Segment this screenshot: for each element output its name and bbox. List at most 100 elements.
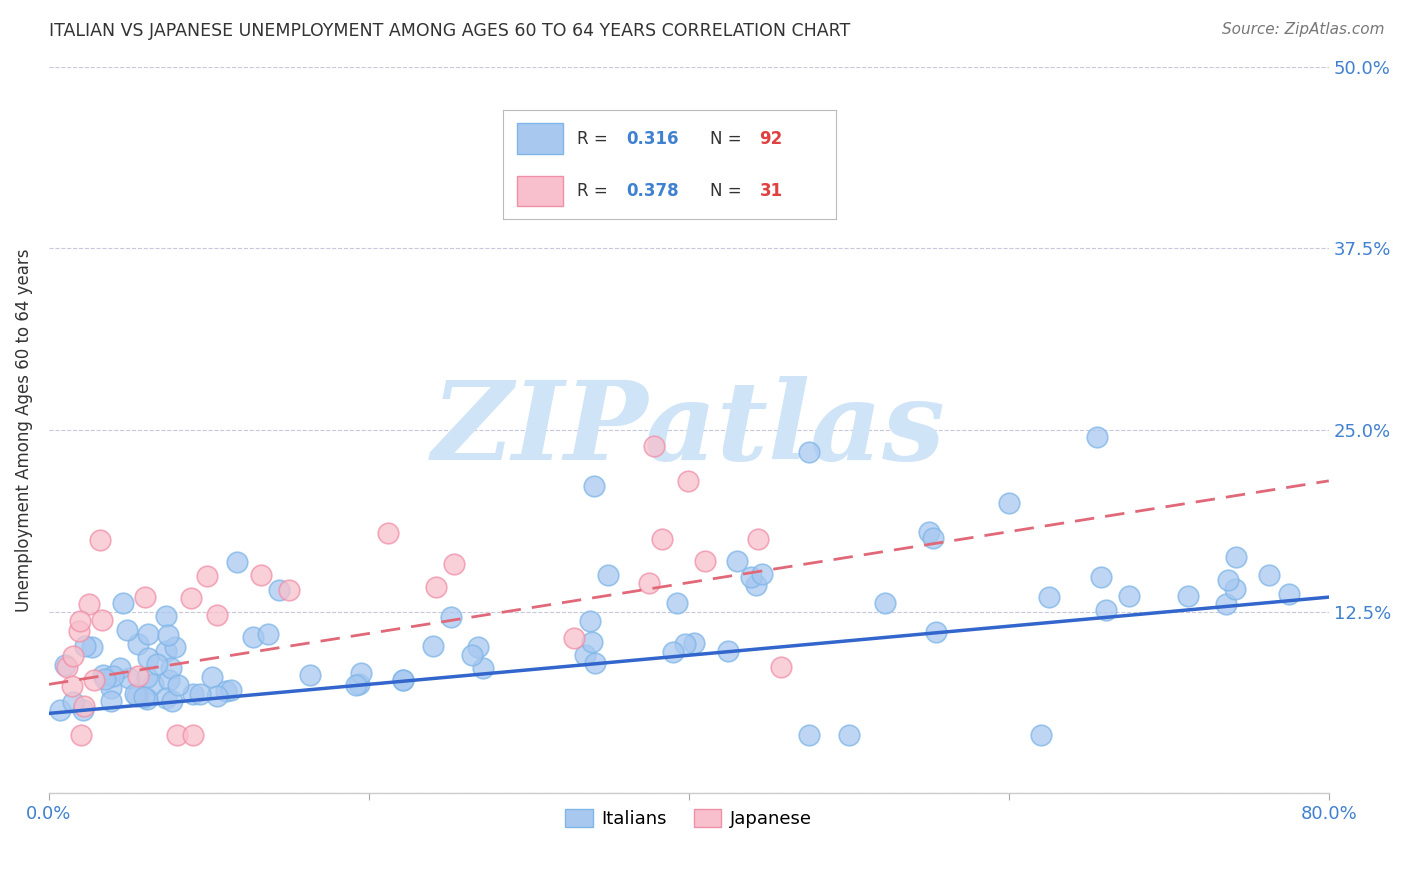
- Point: [770, 660, 793, 674]
- Y-axis label: Unemployment Among Ages 60 to 64 years: Unemployment Among Ages 60 to 64 years: [15, 248, 32, 612]
- Point: [80, 640, 103, 654]
- Point: [156, 628, 179, 642]
- Point: [578, 614, 600, 628]
- Point: [673, 637, 696, 651]
- Point: [101, 669, 124, 683]
- Point: [1177, 589, 1199, 603]
- Point: [740, 569, 762, 583]
- Point: [391, 673, 413, 687]
- Point: [873, 596, 896, 610]
- Point: [163, 640, 186, 654]
- Point: [998, 496, 1021, 510]
- Point: [111, 596, 134, 610]
- Point: [219, 683, 242, 698]
- Point: [392, 673, 415, 688]
- Point: [69, 614, 91, 628]
- Point: [132, 690, 155, 704]
- Point: [918, 524, 941, 539]
- Point: [1085, 430, 1108, 444]
- Point: [278, 582, 301, 597]
- Point: [89, 533, 111, 547]
- Point: [299, 668, 322, 682]
- Point: [377, 526, 399, 541]
- Point: [142, 676, 165, 690]
- Point: [583, 656, 606, 670]
- Point: [1225, 549, 1247, 564]
- Point: [682, 636, 704, 650]
- Point: [135, 670, 157, 684]
- Point: [744, 577, 766, 591]
- Point: [747, 532, 769, 546]
- Point: [127, 689, 149, 703]
- Point: [1215, 597, 1237, 611]
- Point: [207, 607, 229, 622]
- Point: [725, 554, 748, 568]
- Point: [1090, 570, 1112, 584]
- Point: [676, 474, 699, 488]
- Point: [598, 567, 620, 582]
- Point: [166, 728, 188, 742]
- Point: [73, 698, 96, 713]
- Point: [201, 670, 224, 684]
- Point: [73, 639, 96, 653]
- Point: [1223, 582, 1246, 597]
- Point: [188, 688, 211, 702]
- Legend: Italians, Japanese: Italians, Japanese: [558, 801, 820, 835]
- Point: [205, 689, 228, 703]
- Point: [160, 694, 183, 708]
- Point: [195, 568, 218, 582]
- Point: [108, 661, 131, 675]
- Point: [62, 649, 84, 664]
- Point: [751, 566, 773, 581]
- Point: [83, 673, 105, 687]
- Point: [925, 625, 948, 640]
- Point: [1278, 587, 1301, 601]
- Point: [136, 692, 159, 706]
- Point: [115, 624, 138, 638]
- Point: [127, 637, 149, 651]
- Point: [53, 657, 76, 672]
- Text: ITALIAN VS JAPANESE UNEMPLOYMENT AMONG AGES 60 TO 64 YEARS CORRELATION CHART: ITALIAN VS JAPANESE UNEMPLOYMENT AMONG A…: [49, 22, 851, 40]
- Point: [155, 608, 177, 623]
- Point: [1258, 567, 1281, 582]
- Point: [1094, 603, 1116, 617]
- Point: [60, 679, 83, 693]
- Point: [638, 575, 661, 590]
- Point: [226, 555, 249, 569]
- Point: [1216, 573, 1239, 587]
- Point: [157, 673, 180, 687]
- Point: [77, 598, 100, 612]
- Point: [215, 683, 238, 698]
- Point: [100, 694, 122, 708]
- Point: [138, 626, 160, 640]
- Point: [155, 644, 177, 658]
- Point: [62, 695, 84, 709]
- Point: [1118, 589, 1140, 603]
- Point: [467, 640, 489, 655]
- Point: [581, 634, 603, 648]
- Text: Source: ZipAtlas.com: Source: ZipAtlas.com: [1222, 22, 1385, 37]
- Point: [350, 666, 373, 681]
- Point: [461, 648, 484, 662]
- Point: [155, 690, 177, 705]
- Point: [662, 645, 685, 659]
- Point: [134, 590, 156, 604]
- Point: [686, 154, 709, 169]
- Point: [643, 439, 665, 453]
- Point: [70, 728, 93, 742]
- Point: [136, 651, 159, 665]
- Point: [1038, 590, 1060, 604]
- Point: [440, 610, 463, 624]
- Point: [49, 703, 72, 717]
- Point: [717, 643, 740, 657]
- Point: [166, 678, 188, 692]
- Point: [146, 657, 169, 671]
- Point: [100, 681, 122, 695]
- Point: [180, 591, 202, 606]
- Point: [124, 687, 146, 701]
- Point: [797, 444, 820, 458]
- Point: [838, 728, 860, 742]
- Point: [472, 661, 495, 675]
- Text: ZIPatlas: ZIPatlas: [432, 376, 946, 483]
- Point: [562, 631, 585, 645]
